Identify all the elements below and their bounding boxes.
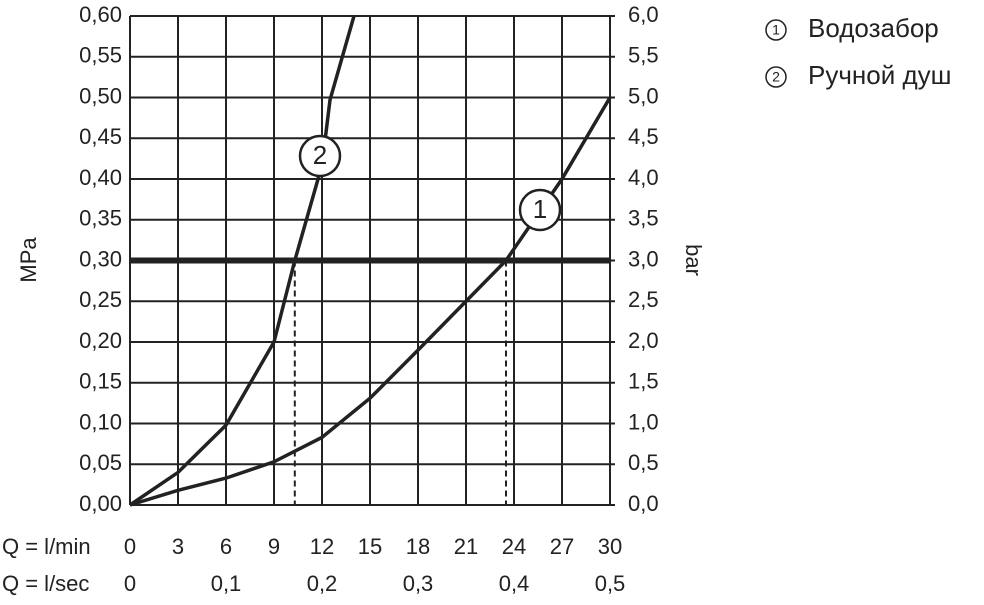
x-tick-label: 12 (310, 534, 334, 559)
x-tick-label: 3 (172, 534, 184, 559)
y2-tick-label: 6,0 (628, 2, 659, 27)
curve-label: 1 (533, 194, 547, 224)
y-tick-label: 0,40 (79, 165, 122, 190)
data-line (129, 15, 356, 507)
curve-label-circle (298, 134, 342, 178)
x2-tick-label: 0,1 (211, 571, 242, 596)
y2-tick-label: 1,5 (628, 369, 659, 394)
x2-tick-label: 0,3 (403, 571, 434, 596)
y-tick-label: 0,25 (79, 287, 122, 312)
y-tick-label: 0,00 (79, 491, 122, 516)
x-tick-label: 0 (124, 534, 136, 559)
y-tick-label: 0,50 (79, 83, 122, 108)
x-tick-label: 27 (550, 534, 574, 559)
legend-symbol-label: 2 (772, 69, 780, 85)
y-tick-label: 0,35 (79, 206, 122, 231)
y2-tick-label: 0,0 (628, 491, 659, 516)
curve-label-circle (518, 188, 562, 232)
x2-tick-label: 0,4 (499, 571, 530, 596)
x-tick-label: 9 (268, 534, 280, 559)
y-tick-label: 0,20 (79, 328, 122, 353)
y-tick-label: 0,05 (79, 450, 122, 475)
x-axis-title: Q = l/min (2, 534, 91, 559)
legend-symbol (765, 66, 787, 88)
y-tick-label: 0,60 (79, 2, 122, 27)
y2-tick-label: 3,5 (628, 206, 659, 231)
y2-tick-label: 4,0 (628, 165, 659, 190)
x-tick-label: 30 (598, 534, 622, 559)
data-line (129, 96, 612, 507)
y2-tick-label: 0,5 (628, 450, 659, 475)
legend-label: Водозабор (808, 13, 939, 43)
y-tick-label: 0,30 (79, 246, 122, 271)
legend-symbol-label: 1 (772, 22, 780, 38)
y-tick-label: 0,10 (79, 409, 122, 434)
x2-tick-label: 0,2 (307, 571, 338, 596)
y2-tick-label: 3,0 (628, 246, 659, 271)
x-tick-label: 6 (220, 534, 232, 559)
y-tick-label: 0,15 (79, 369, 122, 394)
y2-tick-label: 4,5 (628, 124, 659, 149)
y2-tick-label: 2,5 (628, 287, 659, 312)
legend-symbol (765, 19, 787, 41)
x-tick-label: 15 (358, 534, 382, 559)
x-tick-label: 21 (454, 534, 478, 559)
y-tick-label: 0,45 (79, 124, 122, 149)
y2-tick-label: 5,5 (628, 43, 659, 68)
y2-axis-title: bar (681, 244, 706, 276)
x2-tick-label: 0,5 (595, 571, 626, 596)
y2-tick-label: 5,0 (628, 83, 659, 108)
y2-tick-label: 2,0 (628, 328, 659, 353)
y-axis-title: MPa (16, 237, 41, 283)
curve-label: 2 (313, 140, 327, 170)
x2-tick-label: 0 (124, 571, 136, 596)
y-tick-label: 0,55 (79, 43, 122, 68)
x2-axis-title: Q = l/sec (2, 571, 89, 596)
legend-label: Ручной душ (808, 60, 951, 90)
x-tick-label: 18 (406, 534, 430, 559)
y2-tick-label: 1,0 (628, 409, 659, 434)
x-tick-label: 24 (502, 534, 526, 559)
